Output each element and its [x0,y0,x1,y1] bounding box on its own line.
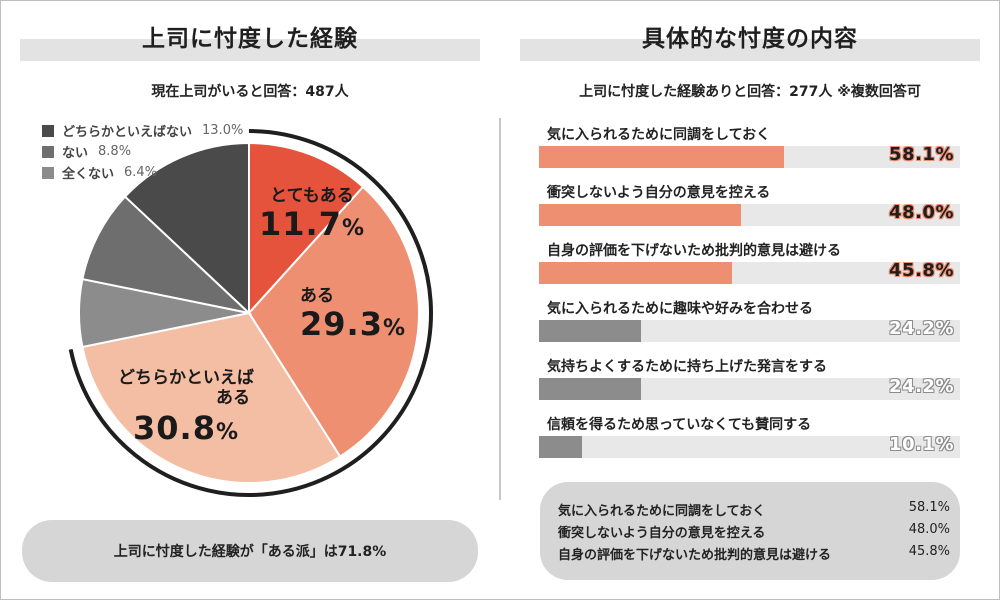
summary-row: 自身の評価を下げないため批判的意見は避ける 45.8% [558,544,950,565]
pie-slice [248,141,365,316]
pie-label-totemo-aru: とてもある 11.7% [259,186,365,247]
bar-track [539,204,960,226]
left-section-title: 上司に忖度した経験 [142,26,358,52]
bar-value-label: 10.1% [889,434,954,455]
pie-slice-name: とてもある [270,186,354,206]
bar-row: 信頼を得るため思っていなくても賛同する 10.1% [539,414,960,458]
summary-value: 58.1% [908,500,950,515]
pie-label-dochiraka-aru: どちらかといえば ある 30.8% [118,368,254,451]
pie-slice [81,195,253,315]
right-section-title: 具体的な忖度の内容 [642,26,858,52]
right-summary-pill [540,482,960,580]
legend-swatch [42,166,54,179]
pie-slice-name: ある [216,388,250,408]
legend-value: 6.4% [124,165,158,180]
bar-label: 気に入られるために同調をしておく [547,127,771,143]
summary-label: 気に入られるために同調をしておく [558,504,766,519]
pie-slice-value: 29.3% [300,305,406,343]
pie-slice [247,185,420,458]
bar-value-label: 24.2% [889,376,954,397]
right-subtitle: 上司に忖度した経験ありと回答：277人 ※複数回答可 [579,84,921,100]
left-subtitle: 現在上司がいると回答：487人 [151,84,349,100]
bar-row: 衝突しないよう自分の意見を控える 48.0% [539,182,960,226]
pie-slice [123,141,250,316]
bar [539,378,641,400]
legend-value: 8.8% [98,144,132,159]
summary-value: 48.0% [908,522,950,537]
left-summary-pill: 上司に忖度した経験が「ある派」は71.8% [22,520,478,582]
left-section-title-bar: 上司に忖度した経験 [20,26,480,61]
bar-row: 気持ちよくするために持ち上げた発言をする 24.2% [539,356,960,400]
bar-track [539,262,960,284]
left-summary-text: 上司に忖度した経験が「ある派」は71.8% [113,544,387,560]
bar-value-label: 45.8% [889,260,954,281]
legend-value: 13.0% [202,123,244,138]
legend-label: どちらかといえばない [62,125,193,140]
bar-row: 気に入られるために趣味や好みを合わせる 24.2% [539,298,960,342]
bar-value-label: 58.1% [889,144,954,165]
summary-label: 自身の評価を下げないため批判的意見は避ける [558,548,832,563]
aru-group-arc [68,129,433,497]
summary-row: 気に入られるために同調をしておく 58.1% [558,500,950,521]
summary-value: 45.8% [908,544,950,559]
bar [539,146,784,168]
bar-value-label: 48.0% [889,202,954,223]
summary-row: 衝突しないよう自分の意見を控える 48.0% [558,522,950,543]
bar-label: 気持ちよくするために持ち上げた発言をする [547,359,827,375]
bar [539,204,742,226]
bar-label: 気に入られるために趣味や好みを合わせる [547,301,813,317]
legend-item: ない 8.8% [42,141,243,162]
right-section-title-bar: 具体的な忖度の内容 [520,26,980,61]
legend-swatch [42,145,54,158]
bar-track [539,436,960,458]
pie-chart [68,129,433,497]
pie-slice-value: 11.7% [259,205,365,243]
pie-label-aru: ある 29.3% [300,286,406,347]
bar-row: 気に入られるために同調をしておく 58.1% [539,124,960,168]
pie-slice-name: どちらかといえば [118,368,254,388]
bar [539,320,641,342]
bar [539,262,732,284]
summary-label: 衝突しないよう自分の意見を控える [558,526,766,541]
bar-label: 衝突しないよう自分の意見を控える [547,185,771,201]
panel-divider [499,118,501,500]
bar-track [539,378,960,400]
pie-slice-value: 30.8% [133,409,239,447]
bar-row: 自身の評価を下げないため批判的意見は避ける 45.8% [539,240,960,284]
pie-slice-name: ある [300,286,334,306]
bar [539,436,582,458]
bar-track [539,146,960,168]
legend-item: どちらかといえばない 13.0% [42,120,243,141]
bar-label: 信頼を得るため思っていなくても賛同する [547,417,812,433]
bar-value-label: 24.2% [889,318,954,339]
legend-swatch [42,124,54,137]
legend-label: ない [62,146,89,161]
pie-slice [81,311,342,484]
pie-legend: どちらかといえばない 13.0% ない 8.8% 全くない 6.4% [42,120,243,183]
legend-label: 全くない [62,167,115,182]
legend-item: 全くない 6.4% [42,162,243,183]
bar-label: 自身の評価を下げないため批判的意見は避ける [547,243,841,259]
bar-track [539,320,960,342]
